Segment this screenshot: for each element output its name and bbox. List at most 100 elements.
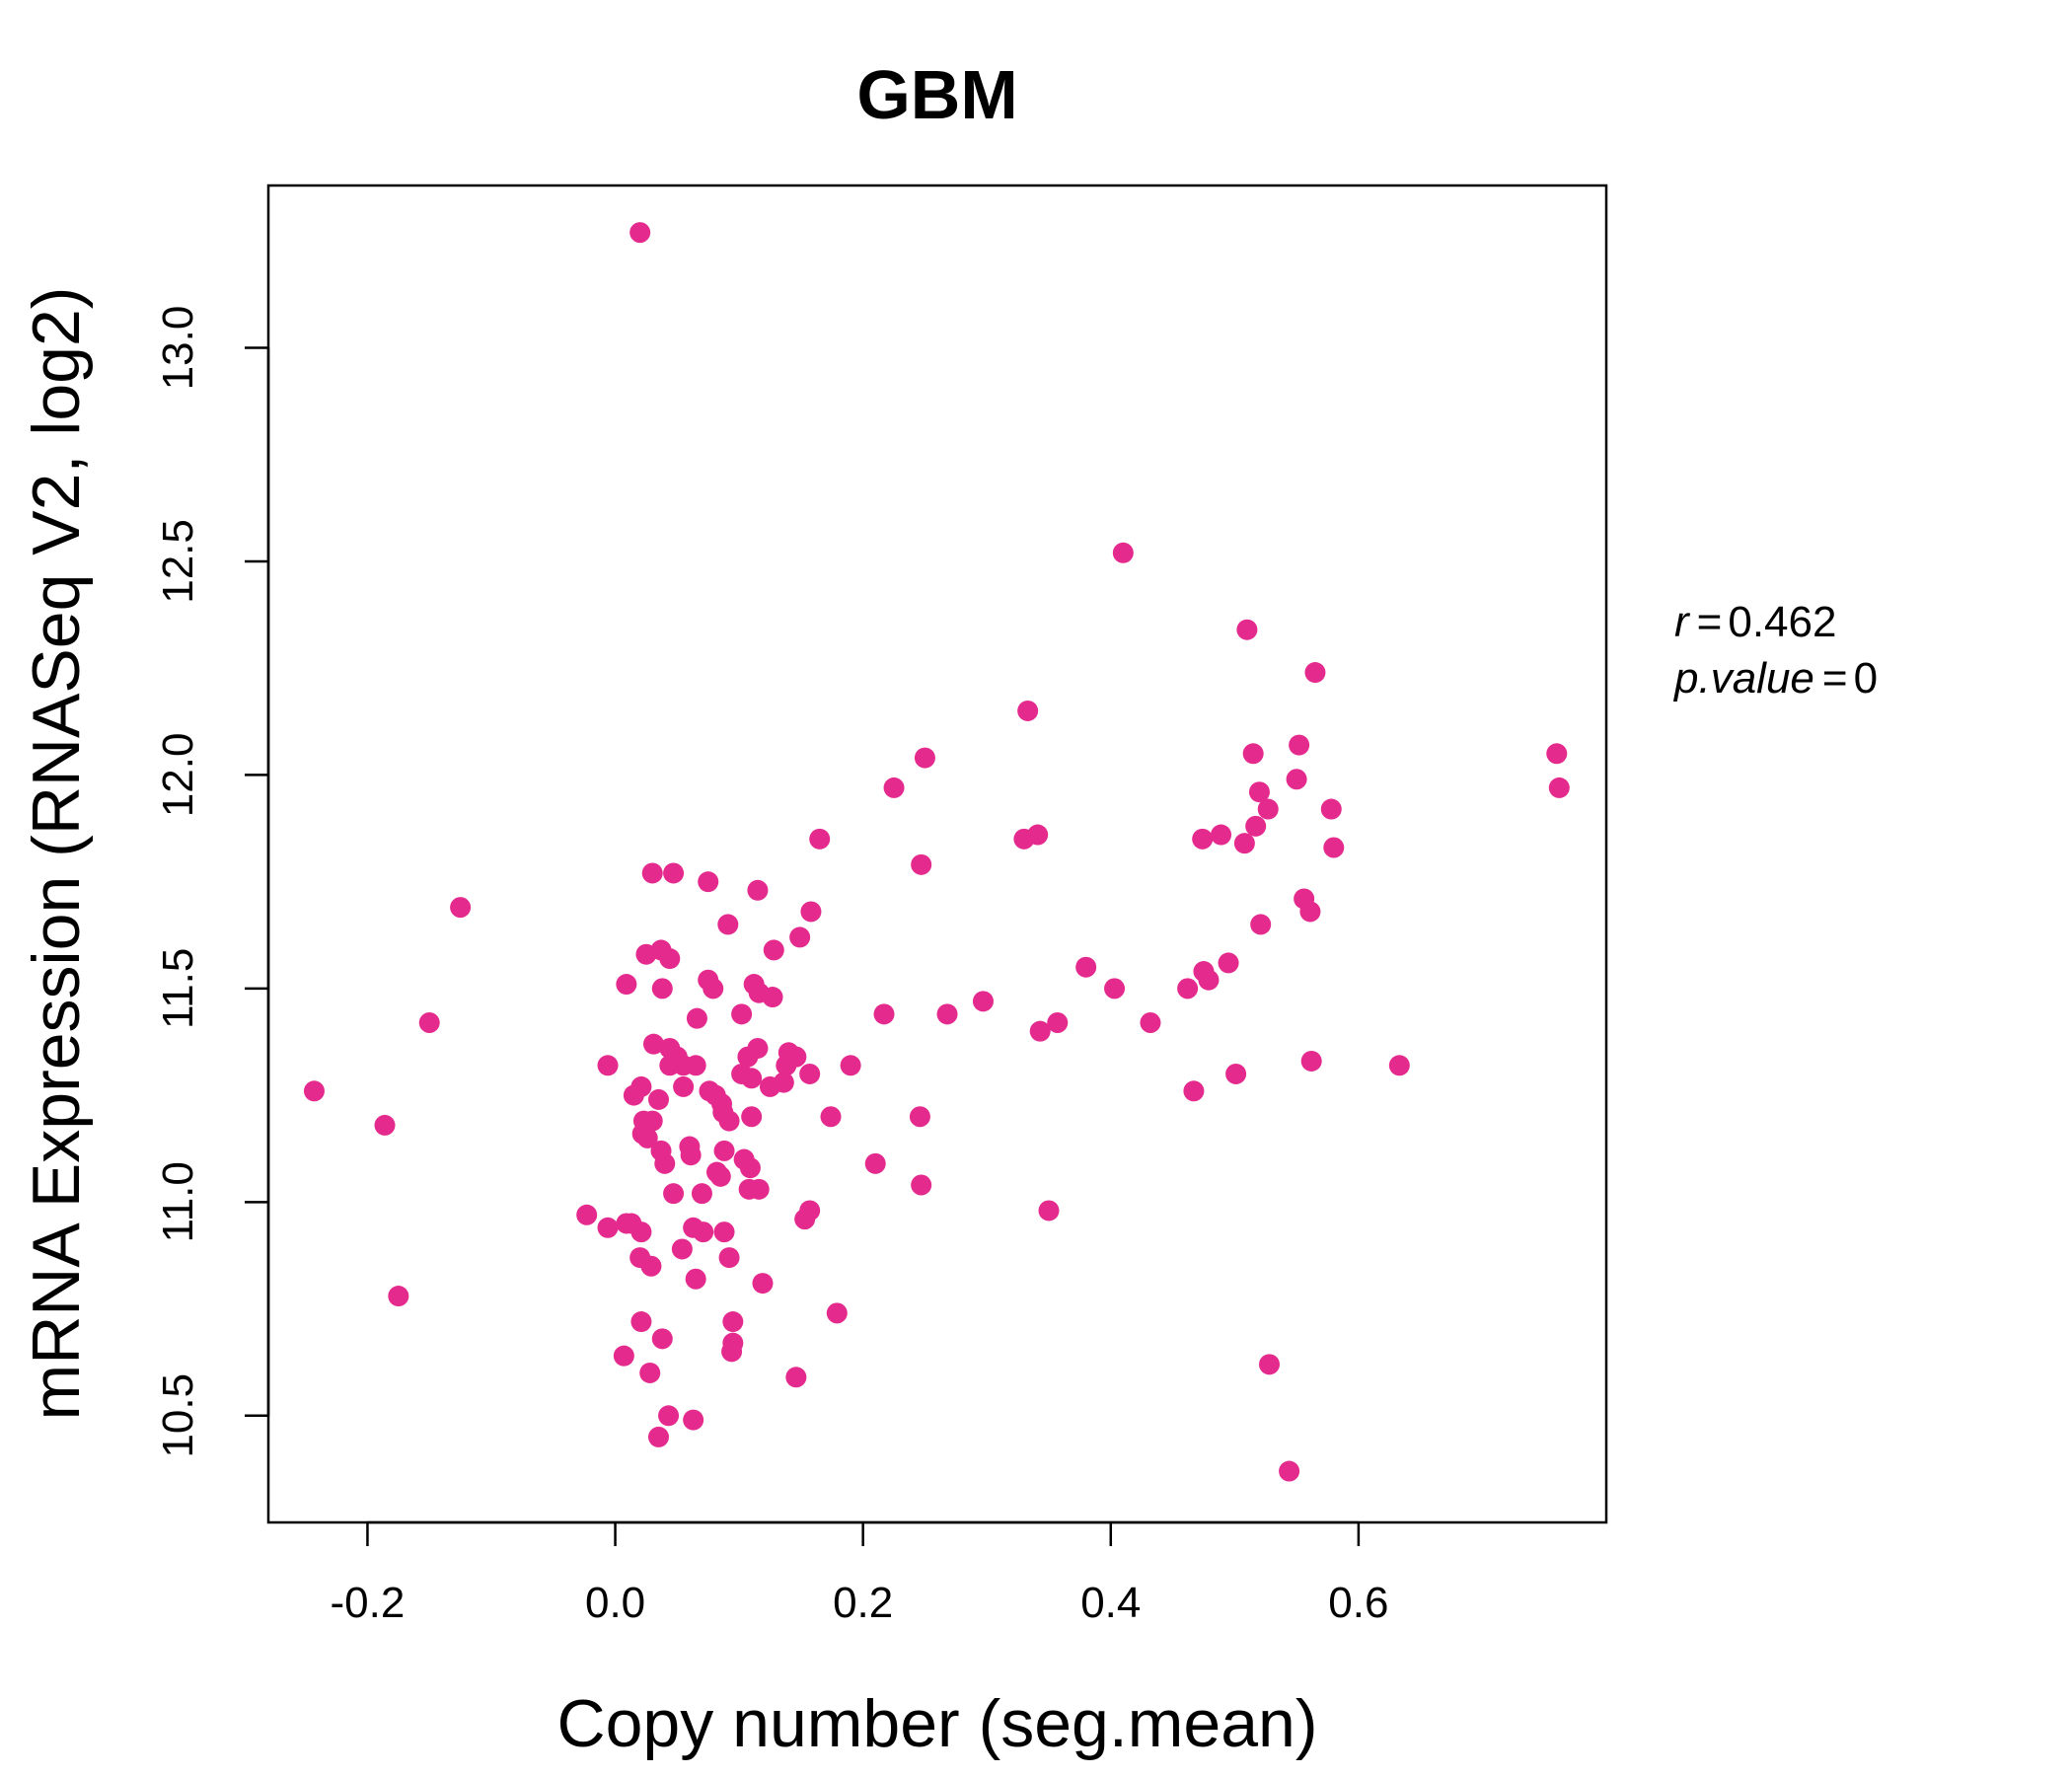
r-value: 0.462 (1728, 598, 1836, 646)
r-label: r (1674, 598, 1691, 646)
data-point (820, 1106, 842, 1128)
data-point (1546, 743, 1568, 765)
data-point (1304, 662, 1326, 684)
data-point (741, 1068, 763, 1089)
data-point (671, 1238, 693, 1260)
data-point (789, 926, 811, 948)
data-point (1104, 978, 1126, 999)
data-point (1233, 833, 1255, 854)
y-axis: 10.5 11.0 11.5 12.0 12.5 13.0 (154, 306, 270, 1458)
data-point (741, 1106, 763, 1128)
data-point (737, 1046, 759, 1068)
data-point (1029, 1020, 1051, 1042)
data-point (1257, 798, 1279, 820)
data-point (1299, 901, 1321, 923)
data-point (1047, 1011, 1069, 1033)
data-point (748, 1178, 770, 1200)
data-point (703, 978, 724, 999)
data-point (1320, 798, 1342, 820)
data-point (1183, 1080, 1205, 1102)
data-point (654, 1152, 676, 1174)
data-point (683, 1409, 704, 1431)
data-point (303, 1080, 325, 1102)
data-point (640, 1255, 662, 1277)
p-equals: = (1822, 654, 1848, 703)
data-point (1192, 828, 1214, 850)
data-point (911, 1174, 932, 1196)
y-tick-label: 13.0 (154, 306, 202, 391)
data-point (616, 974, 637, 996)
data-point (374, 1114, 396, 1136)
data-point (1242, 743, 1264, 765)
data-point (794, 1209, 816, 1230)
x-tick-label: 0.4 (1080, 1579, 1141, 1627)
data-point (1177, 978, 1199, 999)
data-point (739, 1157, 761, 1179)
data-point (731, 1003, 753, 1025)
data-point (718, 1110, 740, 1132)
x-tick-label: 0.6 (1328, 1579, 1388, 1627)
data-point (909, 1106, 930, 1128)
data-point (809, 828, 831, 850)
data-point (936, 1003, 958, 1025)
data-point (693, 1221, 714, 1243)
data-point (840, 1055, 861, 1076)
x-axis-title: Copy number (seg.mean) (556, 1686, 1317, 1761)
data-point (450, 897, 472, 919)
data-point (709, 1165, 731, 1187)
y-tick-label: 12.5 (154, 519, 202, 604)
data-point (663, 1183, 685, 1205)
data-point (648, 1088, 669, 1110)
data-point (752, 1273, 774, 1295)
data-point (685, 1268, 706, 1290)
data-point (1236, 619, 1258, 640)
x-axis: -0.2 0.0 0.2 0.4 0.6 (331, 1520, 1388, 1627)
data-point (629, 222, 651, 244)
data-point (1218, 952, 1239, 974)
data-point (785, 1367, 807, 1388)
chart-title: GBM (856, 56, 1017, 133)
data-point (1075, 956, 1097, 978)
correlation-annotation: r = 0.462 (1674, 598, 1836, 646)
data-point (691, 1183, 712, 1205)
data-point (658, 1405, 680, 1427)
y-tick-label: 11.5 (154, 948, 202, 1029)
data-point (1300, 1050, 1322, 1072)
p-value: 0 (1854, 654, 1878, 703)
data-point (1112, 542, 1134, 563)
data-point (597, 1055, 619, 1076)
data-point (717, 914, 739, 935)
y-axis-title: mRNA Expression (RNASeq V2, log2) (19, 287, 94, 1421)
data-point (1211, 824, 1232, 846)
x-tick-label: -0.2 (331, 1579, 406, 1627)
data-point (1245, 815, 1267, 837)
data-point (1548, 777, 1570, 798)
data-point (1388, 1055, 1410, 1076)
data-point (623, 1084, 644, 1106)
pvalue-annotation: p.value = 0 (1672, 654, 1878, 703)
data-point (641, 862, 663, 884)
data-point (1225, 1063, 1247, 1084)
data-point (785, 1046, 807, 1068)
p-label: p.value (1672, 654, 1814, 703)
data-point (722, 1311, 744, 1333)
data-point (597, 1217, 619, 1238)
data-point (659, 948, 681, 970)
r-equals: = (1697, 598, 1723, 646)
data-point (1279, 1460, 1300, 1482)
data-points (303, 222, 1570, 1482)
data-point (760, 1075, 780, 1097)
data-point (972, 991, 994, 1012)
data-point (576, 1204, 598, 1225)
data-point (883, 777, 905, 798)
data-point (639, 1362, 661, 1383)
data-point (1140, 1011, 1161, 1033)
data-point (799, 1063, 821, 1084)
y-tick-label: 11.0 (154, 1161, 202, 1242)
data-point (698, 871, 719, 893)
data-point (800, 901, 822, 923)
data-point (1198, 969, 1220, 991)
data-point (911, 853, 932, 875)
plot-frame (266, 184, 1608, 1524)
